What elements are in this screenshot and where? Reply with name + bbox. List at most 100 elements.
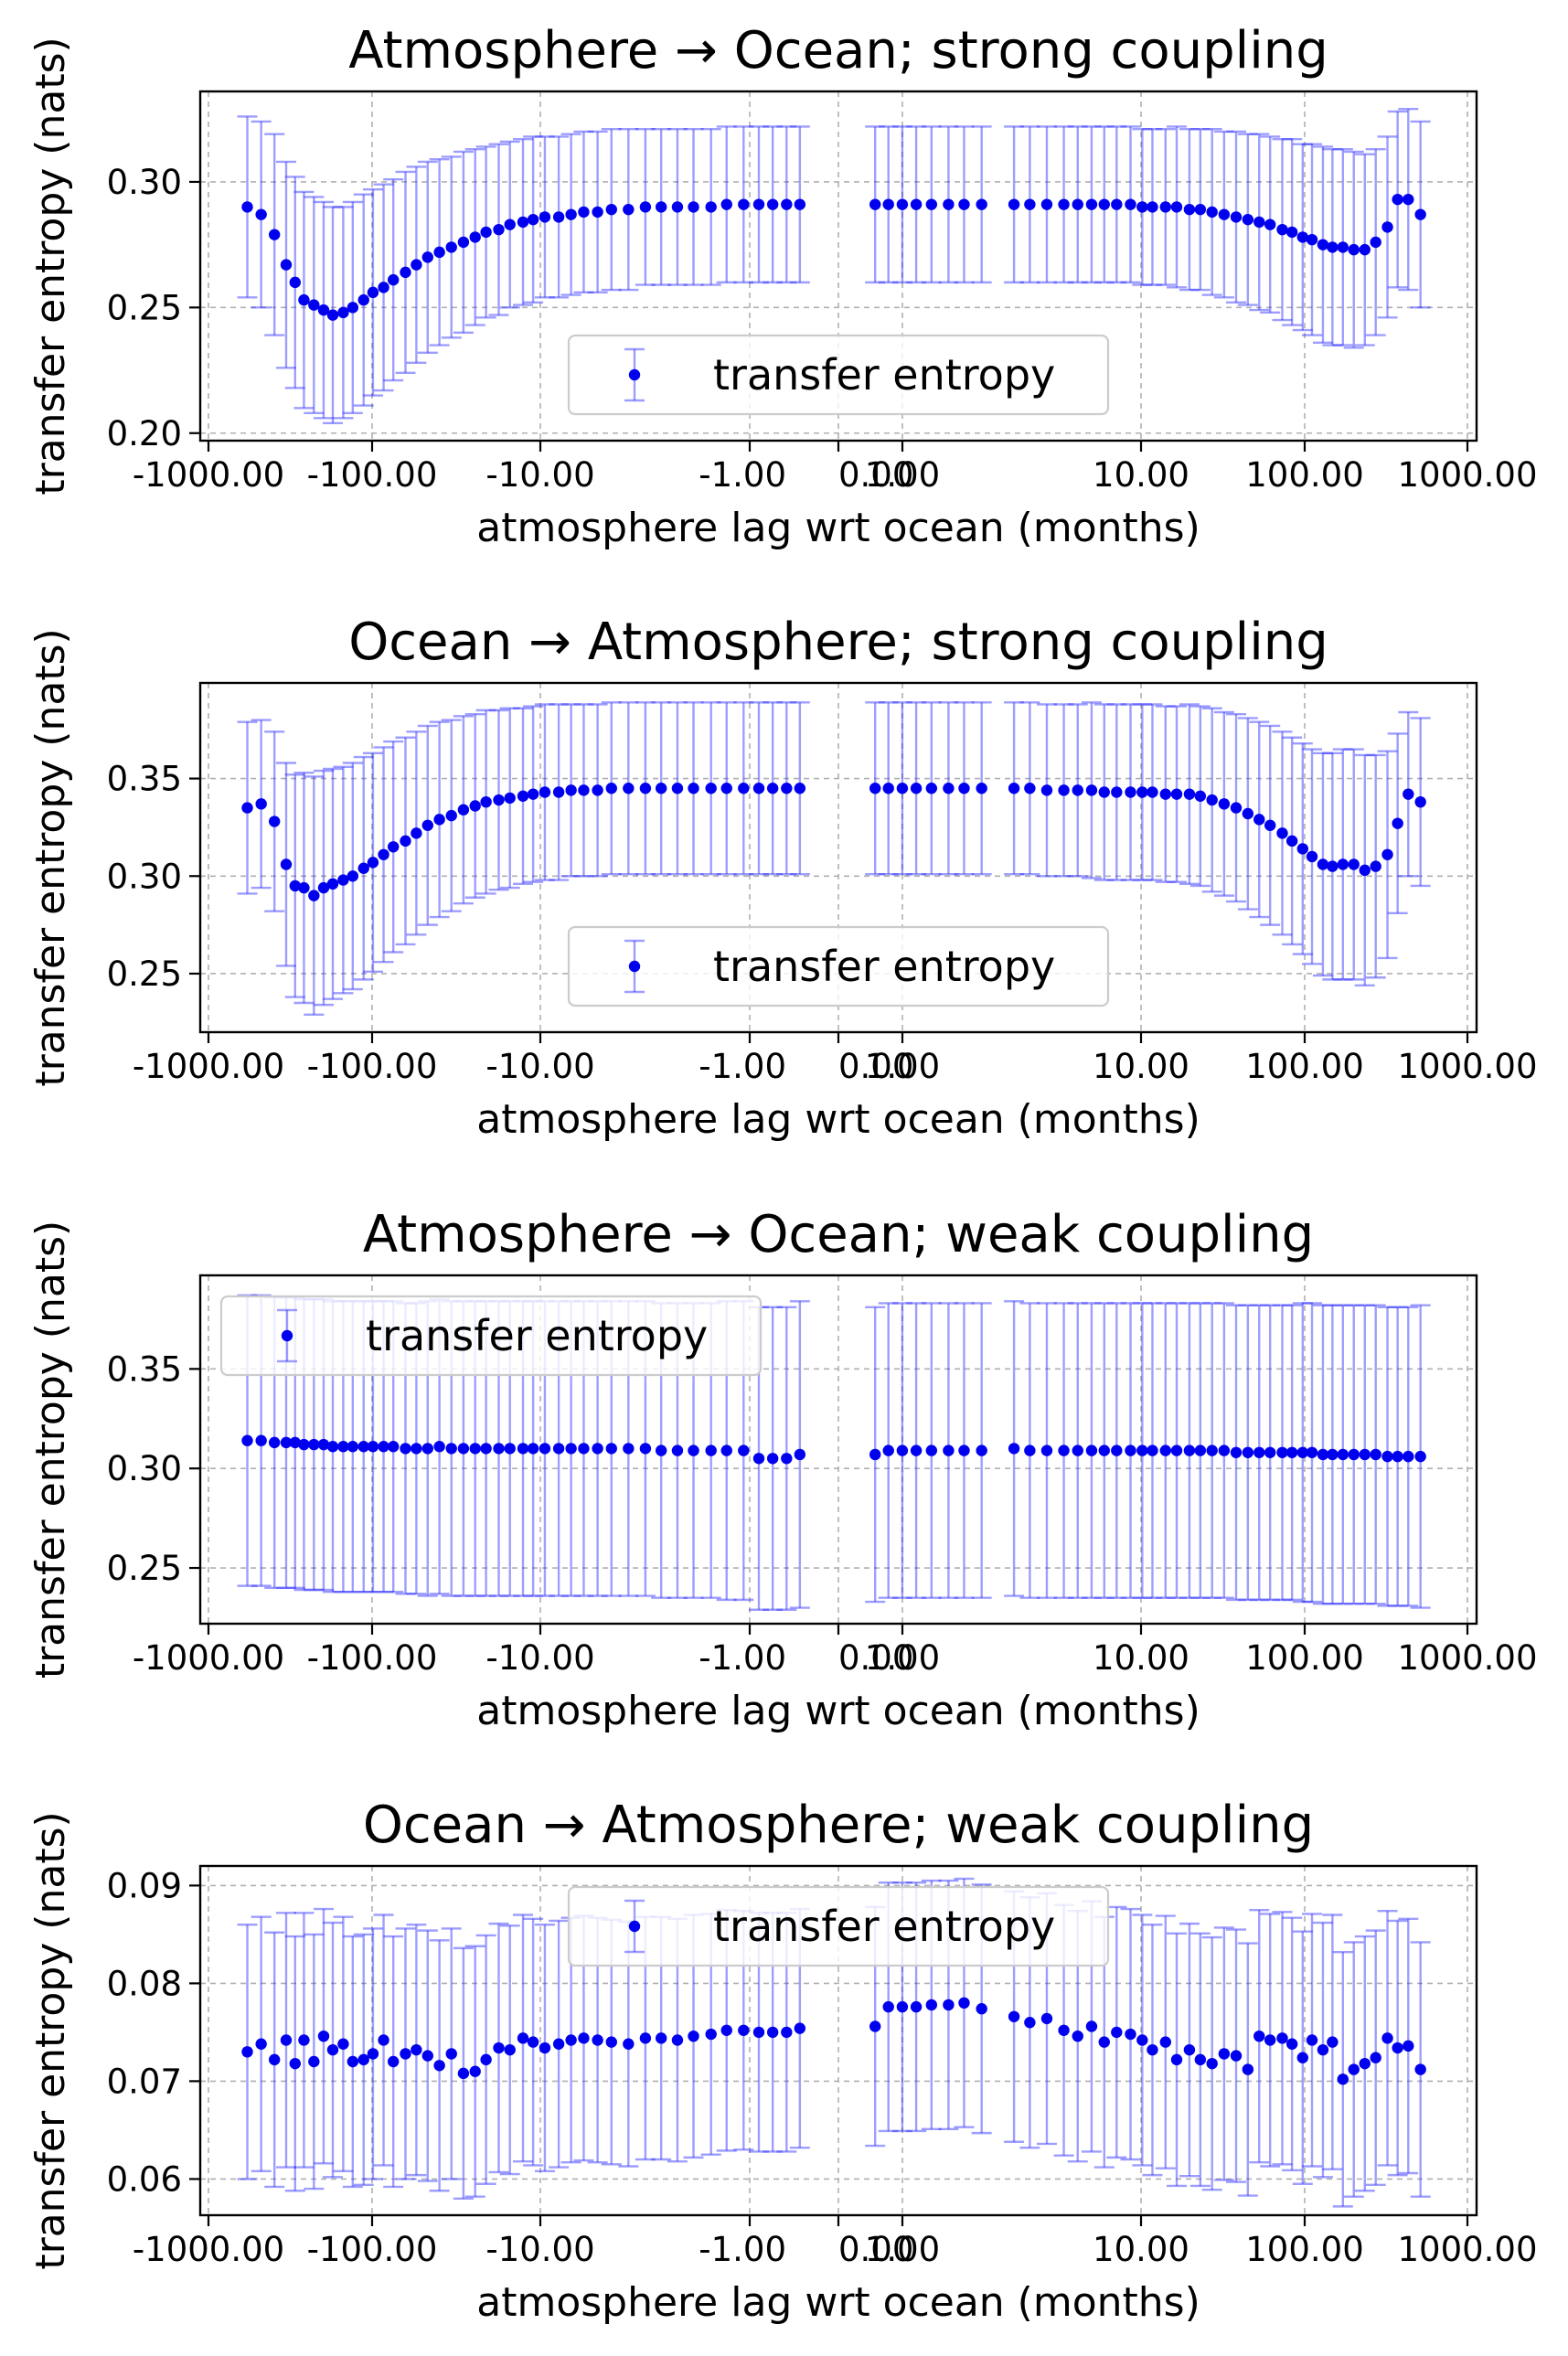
data-point (378, 1441, 389, 1453)
data-point (1337, 241, 1349, 253)
data-point (578, 784, 590, 796)
data-point (896, 2000, 909, 2013)
data-point (720, 2024, 732, 2036)
x-tick-label: 10.00 (1093, 455, 1189, 495)
data-point (1414, 795, 1426, 808)
data-point (738, 2024, 750, 2036)
data-point (457, 2067, 470, 2080)
data-point (1111, 198, 1123, 210)
data-point (493, 2042, 505, 2054)
x-tick-label: 0.00 (838, 2230, 913, 2269)
data-point (527, 1443, 539, 1455)
data-point (308, 890, 320, 901)
data-point (1359, 2057, 1371, 2070)
data-point (1414, 2063, 1426, 2075)
data-point (504, 1443, 516, 1455)
data-point (517, 1443, 529, 1455)
data-point (255, 2038, 267, 2050)
data-point (1183, 2043, 1196, 2056)
data-point (1348, 858, 1360, 870)
data-point (411, 1443, 422, 1455)
data-point (1381, 221, 1393, 233)
data-point (421, 2050, 433, 2062)
y-tick-label: 0.09 (107, 1866, 182, 1905)
y-tick-label: 0.35 (107, 1349, 182, 1389)
data-point (280, 1436, 293, 1449)
data-point (433, 2060, 445, 2072)
data-point (421, 819, 433, 831)
data-point (1159, 2036, 1171, 2048)
data-point (738, 783, 750, 794)
x-tick-label: 1000.00 (1397, 2230, 1537, 2269)
data-point (378, 282, 389, 293)
data-point (1159, 788, 1171, 800)
data-point (639, 1443, 652, 1455)
x-tick-label: 10.00 (1093, 1638, 1189, 1678)
x-tick-label: -1.00 (699, 1638, 786, 1678)
data-point (781, 783, 793, 794)
data-point (317, 1438, 330, 1451)
x-tick-label: -10.00 (485, 2230, 594, 2269)
data-point (552, 211, 565, 223)
data-point (882, 1445, 894, 1456)
data-point (565, 1443, 577, 1455)
data-point (1253, 216, 1265, 229)
data-point (1183, 203, 1196, 216)
x-tick-label: 100.00 (1245, 455, 1363, 495)
x-tick-label: 0.00 (838, 1638, 913, 1678)
data-point (421, 1443, 433, 1455)
data-point (1317, 1448, 1329, 1461)
x-tick-label: 100.00 (1245, 2230, 1363, 2269)
data-point (794, 1448, 806, 1461)
data-point (268, 816, 281, 827)
data-point (469, 800, 481, 812)
data-point (958, 783, 970, 794)
data-point (326, 309, 339, 321)
data-point (493, 223, 505, 236)
data-point (347, 1441, 359, 1453)
data-point (255, 208, 267, 220)
chart-title: Atmosphere → Ocean; strong coupling (348, 21, 1328, 80)
data-point (367, 286, 379, 299)
data-point (469, 1443, 481, 1455)
data-point (910, 1445, 923, 1456)
data-point (317, 304, 330, 316)
data-point (289, 2057, 301, 2070)
data-point (671, 2034, 684, 2046)
data-point (925, 783, 938, 794)
data-point (1008, 783, 1020, 794)
data-point (794, 783, 806, 794)
data-point (1085, 198, 1098, 210)
data-point (1403, 788, 1414, 800)
data-point (411, 827, 422, 839)
x-tick-label: -100.00 (307, 455, 438, 495)
data-point (869, 198, 881, 210)
data-point (1125, 2028, 1136, 2041)
data-point (738, 1445, 750, 1456)
data-point (781, 2026, 793, 2039)
data-point (1348, 2063, 1360, 2075)
x-tick-label: 1.00 (865, 2230, 940, 2269)
x-axis-label: atmosphere lag wrt ocean (months) (476, 2279, 1200, 2326)
data-point (1147, 1445, 1158, 1456)
data-point (387, 273, 400, 286)
data-point (688, 201, 699, 213)
data-point (1392, 1450, 1403, 1463)
data-point (578, 2032, 590, 2044)
x-tick-label: -1000.00 (133, 1638, 284, 1678)
data-point (925, 198, 938, 210)
data-point (623, 2038, 635, 2050)
data-point (655, 2032, 667, 2044)
data-point (592, 784, 603, 796)
y-axis-label: transfer entropy (nats) (27, 628, 74, 1086)
data-point (289, 276, 301, 289)
data-point (1136, 2034, 1148, 2046)
data-point (720, 783, 732, 794)
data-point (445, 809, 457, 822)
data-point (943, 1999, 955, 2011)
legend: transfer entropy (567, 334, 1110, 416)
data-point (1170, 788, 1183, 800)
data-point (1264, 219, 1276, 230)
chart-panel-1: Atmosphere → Ocean; strong coupling -1000… (27, 21, 1538, 551)
data-point (1370, 2052, 1381, 2063)
